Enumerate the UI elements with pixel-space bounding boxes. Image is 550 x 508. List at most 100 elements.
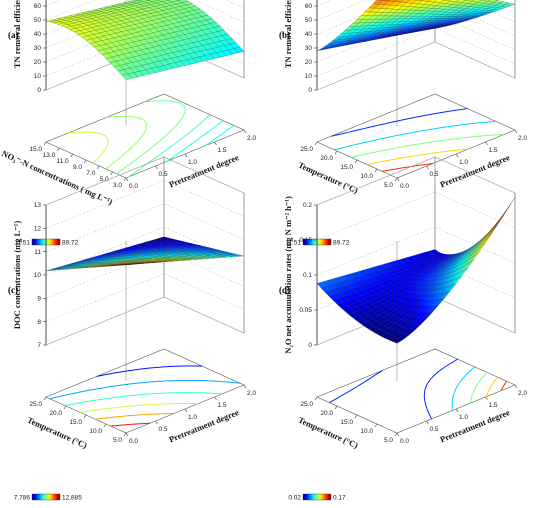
chart-panel: 010203040506070809010015.013.011.09.07.0… bbox=[0, 0, 256, 247]
contour-line bbox=[500, 380, 508, 391]
z-tick-label: 40 bbox=[305, 31, 313, 38]
x-tick-label: 20.0 bbox=[49, 410, 62, 417]
z-tick-label: 11 bbox=[34, 249, 41, 256]
z-tick-label: 0.05 bbox=[299, 307, 312, 314]
surface-cell bbox=[443, 0, 452, 2]
contour-line bbox=[334, 120, 496, 151]
x-tick-mark bbox=[123, 177, 127, 182]
colorbar: 11.51 89.72 bbox=[14, 238, 79, 247]
y-tick-label: 1.0 bbox=[459, 414, 468, 421]
y-tick-label: 0.0 bbox=[129, 438, 138, 445]
colorbar-min-label: 7.786 bbox=[14, 495, 31, 502]
colorbar: 11.51 89.72 bbox=[285, 238, 350, 247]
floor-plane bbox=[316, 348, 516, 434]
colorbar-swatch bbox=[31, 493, 61, 501]
grid-line bbox=[316, 27, 516, 77]
x-tick-mark bbox=[374, 423, 378, 428]
z-tick-label: 0 bbox=[308, 342, 312, 349]
z-tick-label: 30 bbox=[305, 45, 313, 52]
surface-mesh bbox=[316, 0, 516, 51]
y-axis-title: Pretreatment degree bbox=[438, 152, 511, 189]
y-tick-mark bbox=[184, 153, 188, 158]
surface-cell bbox=[392, 338, 404, 344]
grid-line bbox=[45, 296, 245, 346]
surface-cell bbox=[416, 0, 424, 1]
x-tick-mark bbox=[97, 165, 100, 170]
surface-cell bbox=[493, 215, 504, 230]
x-tick-mark bbox=[334, 150, 338, 155]
x-tick-label: 3.0 bbox=[113, 182, 122, 189]
floor-contours bbox=[316, 93, 516, 179]
x-tick-label: 5.0 bbox=[100, 176, 109, 183]
colorbar: 0.02 0.17 bbox=[288, 493, 346, 502]
colorbar-max-label: 0.17 bbox=[333, 495, 346, 502]
floor-contours bbox=[45, 93, 245, 179]
x-tick-label: 25.0 bbox=[29, 401, 42, 408]
grid-line bbox=[45, 273, 245, 322]
x-tick-label: 25.0 bbox=[300, 401, 313, 408]
colorbar-min-label: 11.51 bbox=[14, 240, 30, 247]
y-tick-mark bbox=[426, 420, 429, 425]
x-tick-label: 15.0 bbox=[69, 419, 82, 426]
z-tick-label: 40 bbox=[34, 31, 42, 38]
grid-line bbox=[45, 180, 245, 229]
surface-cell bbox=[388, 0, 397, 2]
y-tick-label: 1.5 bbox=[489, 147, 498, 154]
x-tick-label: 20.0 bbox=[320, 410, 333, 417]
z-axis-title: N₂O net accumulation rates (mg N m⁻² h⁻¹… bbox=[283, 196, 293, 354]
grid-line bbox=[45, 250, 245, 299]
y-tick-mark bbox=[214, 396, 217, 401]
z-axis-title: TN removal efficiency (%) bbox=[12, 0, 22, 68]
x-axis-title: NO₃⁻-N concentrations ( mg L⁻¹) bbox=[0, 148, 114, 207]
surface-cell bbox=[465, 0, 474, 2]
x-tick-mark bbox=[43, 396, 47, 401]
y-tick-label: 0.0 bbox=[400, 438, 409, 445]
surface-cell bbox=[121, 264, 132, 266]
z-axis-title: DOC concentrations (mg L⁻¹) bbox=[12, 221, 22, 329]
y-tick-mark bbox=[426, 165, 429, 170]
x-tick-mark bbox=[103, 423, 107, 428]
z-tick-label: 8 bbox=[37, 319, 41, 326]
colorbar-max-label: 89.72 bbox=[333, 240, 350, 247]
y-axis-title: Pretreatment degree bbox=[438, 407, 511, 444]
colorbar: 7.786 12.885 bbox=[14, 493, 82, 502]
grid-line bbox=[316, 296, 516, 346]
x-tick-label: 5.0 bbox=[113, 437, 122, 444]
x-tick-label: 15.0 bbox=[340, 419, 353, 426]
grid-line bbox=[45, 156, 245, 206]
chart-panel: 0 0.05 0.1 0.15 0.2 25.0 20.0 15.0 10.0 5.0 0.0 0.5… bbox=[279, 156, 527, 502]
y-tick-mark bbox=[125, 432, 129, 437]
contour-line bbox=[80, 403, 199, 413]
floor-contours bbox=[45, 348, 245, 434]
x-tick-label: 25.0 bbox=[300, 146, 313, 153]
contour-line bbox=[329, 358, 458, 420]
y-tick-label: 0.5 bbox=[159, 171, 168, 178]
y-tick-label: 1.0 bbox=[459, 159, 468, 166]
x-tick-mark bbox=[314, 396, 318, 401]
contour-line bbox=[96, 365, 203, 377]
y-tick-mark bbox=[396, 177, 400, 182]
contour-line bbox=[331, 108, 468, 137]
colorbar-max-label: 89.72 bbox=[62, 240, 79, 247]
y-tick-mark bbox=[243, 384, 247, 389]
z-tick-label: 30 bbox=[34, 45, 42, 52]
x-tick-label: 15.0 bbox=[340, 164, 353, 171]
x-tick-mark bbox=[394, 432, 398, 437]
z-tick-label: 13 bbox=[34, 202, 42, 209]
y-tick-label: 1.5 bbox=[218, 147, 227, 154]
contour-line bbox=[469, 372, 488, 404]
x-tick-mark bbox=[110, 171, 113, 176]
chart-panel: 010203040506070809010025.020.015.010.05.… bbox=[279, 0, 527, 247]
x-tick-label: 7.0 bbox=[86, 170, 95, 177]
x-tick-label: 13.0 bbox=[43, 152, 56, 159]
y-tick-label: 0.5 bbox=[430, 171, 439, 178]
x-tick-label: 5.0 bbox=[384, 182, 393, 189]
y-tick-mark bbox=[455, 408, 459, 413]
colorbar-swatch bbox=[302, 493, 332, 501]
y-tick-mark bbox=[455, 153, 459, 158]
x-tick-mark bbox=[334, 405, 338, 410]
y-tick-mark bbox=[396, 432, 400, 437]
grid-line bbox=[45, 0, 245, 35]
x-tick-label: 10.0 bbox=[360, 173, 373, 180]
